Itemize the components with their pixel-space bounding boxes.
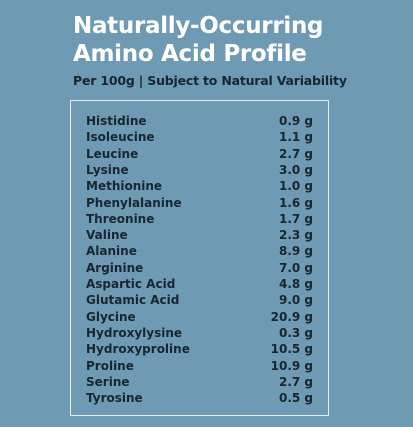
table-row: Lysine 3.0 g (86, 162, 313, 178)
amino-acid-name: Proline (86, 358, 134, 373)
amino-acid-amount: 10.5 g (270, 342, 313, 357)
amino-acid-name: Leucine (86, 146, 139, 161)
table-row: Glycine 20.9 g (86, 309, 313, 325)
table-row: Isoleucine 1.1 g (86, 129, 313, 145)
amino-acid-amount: 1.6 g (278, 195, 313, 210)
title-line: Amino Acid Profile (73, 41, 307, 67)
table-row: Alanine 8.9 g (86, 243, 313, 259)
amino-acid-amount: 0.3 g (278, 325, 313, 340)
table-row: Leucine 2.7 g (86, 146, 313, 162)
table-row: Threonine 1.7 g (86, 211, 313, 227)
amino-acid-amount: 9.0 g (278, 293, 313, 308)
amino-acid-name: Lysine (86, 162, 129, 177)
amino-acid-name: Hydroxyproline (86, 342, 190, 357)
amino-acid-amount: 7.0 g (278, 260, 313, 275)
amino-acid-name: Tyrosine (86, 391, 143, 406)
amino-acid-amount: 2.7 g (278, 146, 313, 161)
table-row: Phenylalanine 1.6 g (86, 195, 313, 211)
amino-acid-name: Valine (86, 228, 128, 243)
amino-acid-name: Histidine (86, 114, 147, 128)
table-row: Serine 2.7 g (86, 374, 313, 390)
amino-acid-amount: 10.9 g (270, 358, 313, 373)
amino-acid-name: Methionine (86, 179, 163, 194)
amino-acid-amount: 2.7 g (278, 374, 313, 389)
amino-table: Histidine 0.9 g Isoleucine 1.1 g Leucine 2.7 … (70, 100, 329, 416)
table-row: Hydroxyproline 10.5 g (86, 341, 313, 357)
amino-acid-amount: 0.9 g (278, 114, 313, 128)
table-row: Aspartic Acid 4.8 g (86, 276, 313, 292)
amino-acid-amount: 1.7 g (278, 211, 313, 226)
table-row: Histidine 0.9 g (86, 113, 313, 129)
table-row: Proline 10.9 g (86, 358, 313, 374)
table-row: Methionine 1.0 g (86, 178, 313, 194)
amino-acid-name: Isoleucine (86, 130, 155, 145)
amino-acid-name: Glutamic Acid (86, 293, 180, 308)
amino-acid-amount: 8.9 g (278, 244, 313, 259)
table-row: Arginine 7.0 g (86, 260, 313, 276)
table-row: Tyrosine 0.5 g (86, 390, 313, 406)
table-row: Glutamic Acid 9.0 g (86, 292, 313, 308)
amino-acid-name: Arginine (86, 260, 144, 275)
title-line: Naturally-Occurring (73, 13, 324, 39)
amino-acid-name: Serine (86, 374, 130, 389)
amino-acid-name: Glycine (86, 309, 136, 324)
amino-acid-amount: 1.1 g (278, 130, 313, 145)
amino-acid-name: Aspartic Acid (86, 277, 176, 291)
subtitle: Per 100g | Subject to Natural Variabilit… (73, 73, 347, 88)
amino-acid-name: Hydroxylysine (86, 325, 183, 340)
title: Naturally-Occurring Amino Acid Profile (73, 12, 324, 68)
amino-acid-amount: 1.0 g (278, 179, 313, 194)
amino-acid-name: Phenylalanine (86, 195, 182, 210)
table-row: Hydroxylysine 0.3 g (86, 325, 313, 341)
amino-acid-amount: 4.8 g (278, 277, 313, 291)
amino-acid-name: Alanine (86, 244, 137, 259)
table-row: Valine 2.3 g (86, 227, 313, 243)
amino-acid-amount: 3.0 g (278, 162, 313, 177)
amino-acid-amount: 20.9 g (270, 309, 313, 324)
amino-acid-amount: 0.5 g (278, 391, 313, 406)
amino-acid-amount: 2.3 g (278, 228, 313, 243)
amino-acid-name: Threonine (86, 211, 155, 226)
